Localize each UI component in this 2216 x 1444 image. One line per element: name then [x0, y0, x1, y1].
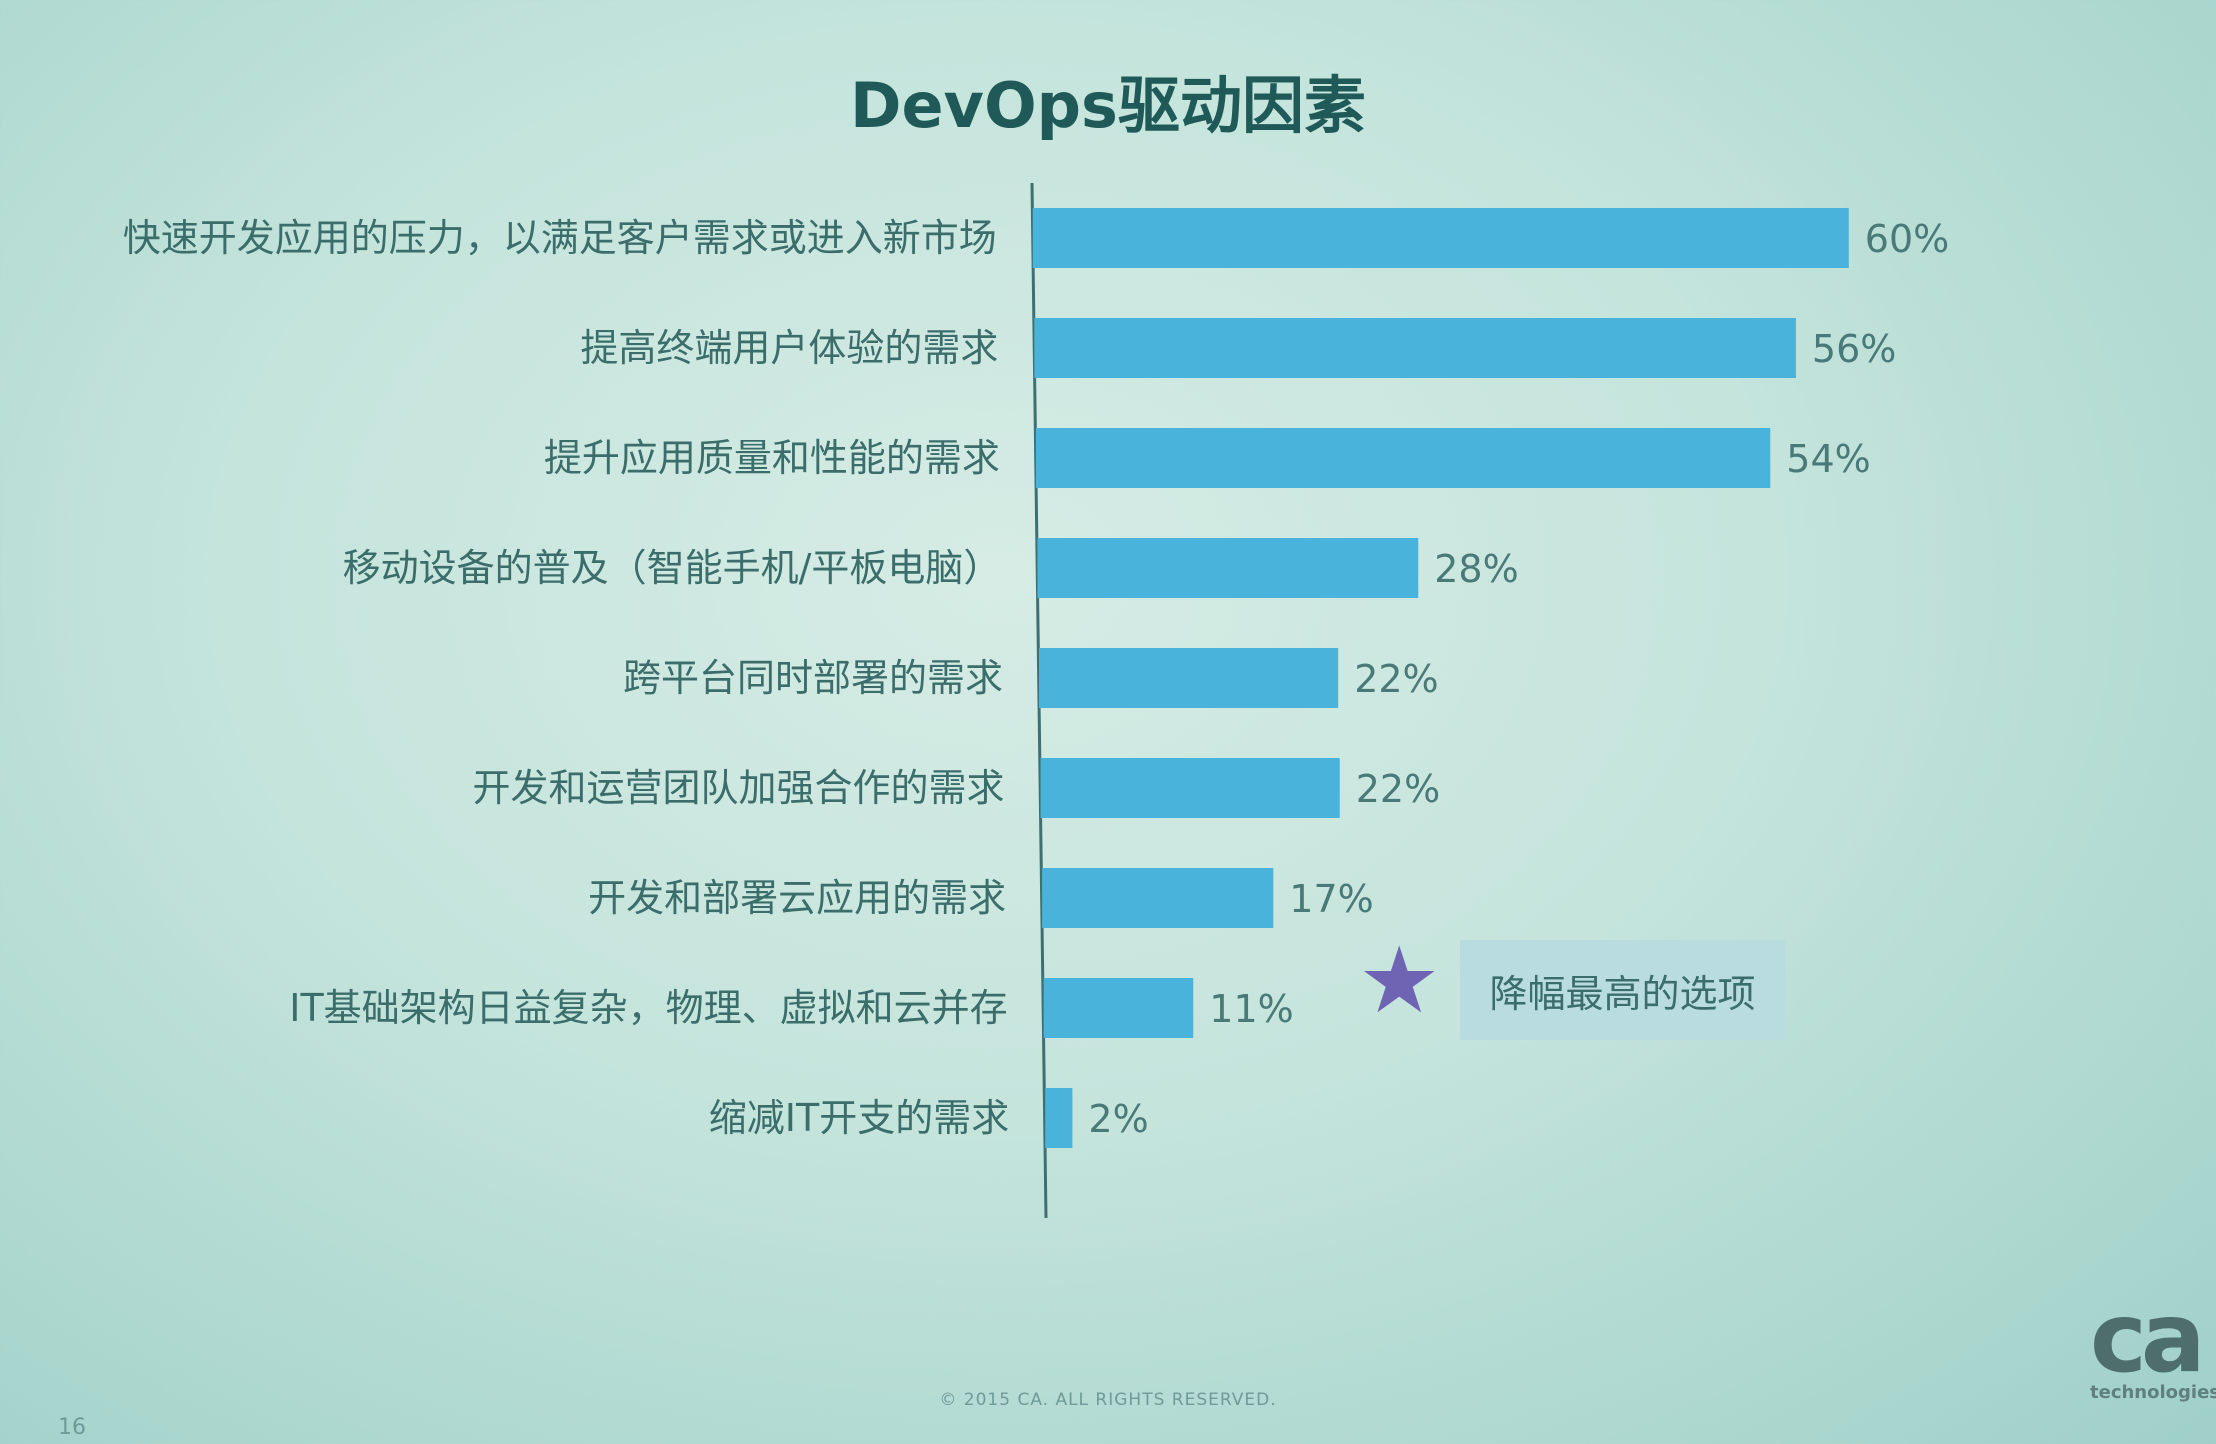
category-label-0: 快速开发应用的压力，以满足客户需求或进入新市场 — [123, 216, 997, 260]
category-label-7: IT基础架构日益复杂，物理、虚拟和云并存 — [289, 986, 1007, 1030]
copyright-footer: © 2015 CA. ALL RIGHTS RESERVED. — [939, 1390, 1277, 1410]
value-label-0: 60% — [1865, 217, 1949, 261]
category-label-2: 提升应用质量和性能的需求 — [544, 436, 1000, 480]
logo-mark: ca — [2090, 1282, 2206, 1394]
bar-2 — [1035, 428, 1771, 488]
bar-1 — [1034, 318, 1796, 378]
star-icon: ★ — [1358, 927, 1441, 1034]
value-label-6: 17% — [1289, 877, 1373, 921]
category-label-8: 缩减IT开支的需求 — [709, 1096, 1009, 1140]
company-logo: ca technologies — [2090, 1290, 2216, 1410]
logo-subtitle: technologies — [2090, 1382, 2216, 1403]
bar-6 — [1042, 868, 1274, 928]
value-label-4: 22% — [1354, 657, 1438, 701]
bar-0 — [1032, 208, 1849, 268]
bar-4 — [1039, 648, 1339, 708]
category-label-4: 跨平台同时部署的需求 — [623, 656, 1003, 700]
category-label-6: 开发和部署云应用的需求 — [588, 876, 1006, 920]
category-label-1: 提高终端用户体验的需求 — [580, 326, 998, 370]
bar-7 — [1043, 978, 1194, 1038]
category-label-5: 开发和运营团队加强合作的需求 — [473, 766, 1005, 810]
bar-3 — [1037, 538, 1419, 598]
value-label-2: 54% — [1786, 437, 1870, 481]
page-number: 16 — [58, 1415, 86, 1440]
category-label-3: 移动设备的普及（智能手机/平板电脑） — [343, 546, 1002, 590]
value-label-8: 2% — [1088, 1097, 1148, 1141]
value-label-3: 28% — [1434, 547, 1518, 591]
bar-5 — [1040, 758, 1340, 818]
bar-8 — [1045, 1088, 1073, 1148]
value-label-1: 56% — [1812, 327, 1896, 371]
value-label-5: 22% — [1356, 767, 1440, 811]
chart-title: DevOps驱动因素 — [850, 69, 1366, 142]
annotation-text: 降幅最高的选项 — [1489, 971, 1756, 1016]
value-label-7: 11% — [1209, 987, 1293, 1031]
annotation-callout: 降幅最高的选项 — [1460, 940, 1785, 1040]
